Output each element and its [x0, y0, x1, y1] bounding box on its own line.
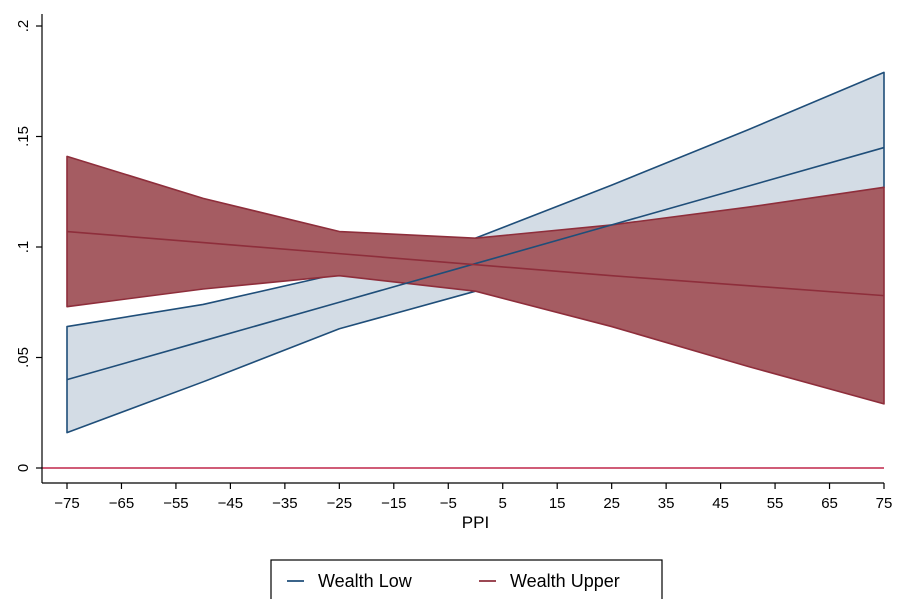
y-axis-ticks: 0 .05 .1 .15 .2: [15, 20, 42, 472]
x-tick-label: 45: [712, 495, 729, 512]
confidence-bands: [66, 71, 885, 434]
legend-label-wealth-low: Wealth Low: [318, 571, 413, 591]
confidence-band-wealth-upper: [66, 155, 885, 405]
legend-box: [270, 559, 663, 599]
x-tick-label: 15: [549, 495, 566, 512]
y-tick-label: .15: [15, 126, 32, 147]
x-axis-title: PPI: [462, 513, 489, 532]
x-tick-label: −65: [109, 495, 134, 512]
x-tick-label: −15: [381, 495, 406, 512]
x-tick-label: −35: [272, 495, 297, 512]
x-tick-label: −75: [54, 495, 79, 512]
x-tick-label: 35: [658, 495, 675, 512]
x-tick-label: −5: [440, 495, 457, 512]
series-line-wealth-upper: [66, 230, 885, 297]
x-tick-label: 75: [876, 495, 893, 512]
x-tick-label: 55: [767, 495, 784, 512]
y-tick-label: .2: [15, 20, 32, 33]
x-tick-label: 65: [821, 495, 838, 512]
y-tick-label: .05: [15, 347, 32, 368]
x-tick-label: −55: [163, 495, 188, 512]
x-tick-label: 5: [499, 495, 507, 512]
x-tick-label: 25: [603, 495, 620, 512]
legend-label-wealth-upper: Wealth Upper: [510, 571, 620, 591]
axes: [41, 14, 884, 484]
y-tick-label: .1: [15, 241, 32, 254]
y-tick-label: 0: [15, 464, 32, 472]
x-tick-label: −25: [327, 495, 352, 512]
series-line-wealth-low: [66, 146, 885, 381]
estimate-lines: [66, 146, 885, 381]
x-axis-ticks: −75 −65 −55 −45 −35 −25 −15 −5 5 15 25 35 45 55 65 75: [54, 483, 892, 512]
x-tick-label: −45: [218, 495, 243, 512]
legend: Wealth Low Wealth Upper: [270, 559, 663, 599]
